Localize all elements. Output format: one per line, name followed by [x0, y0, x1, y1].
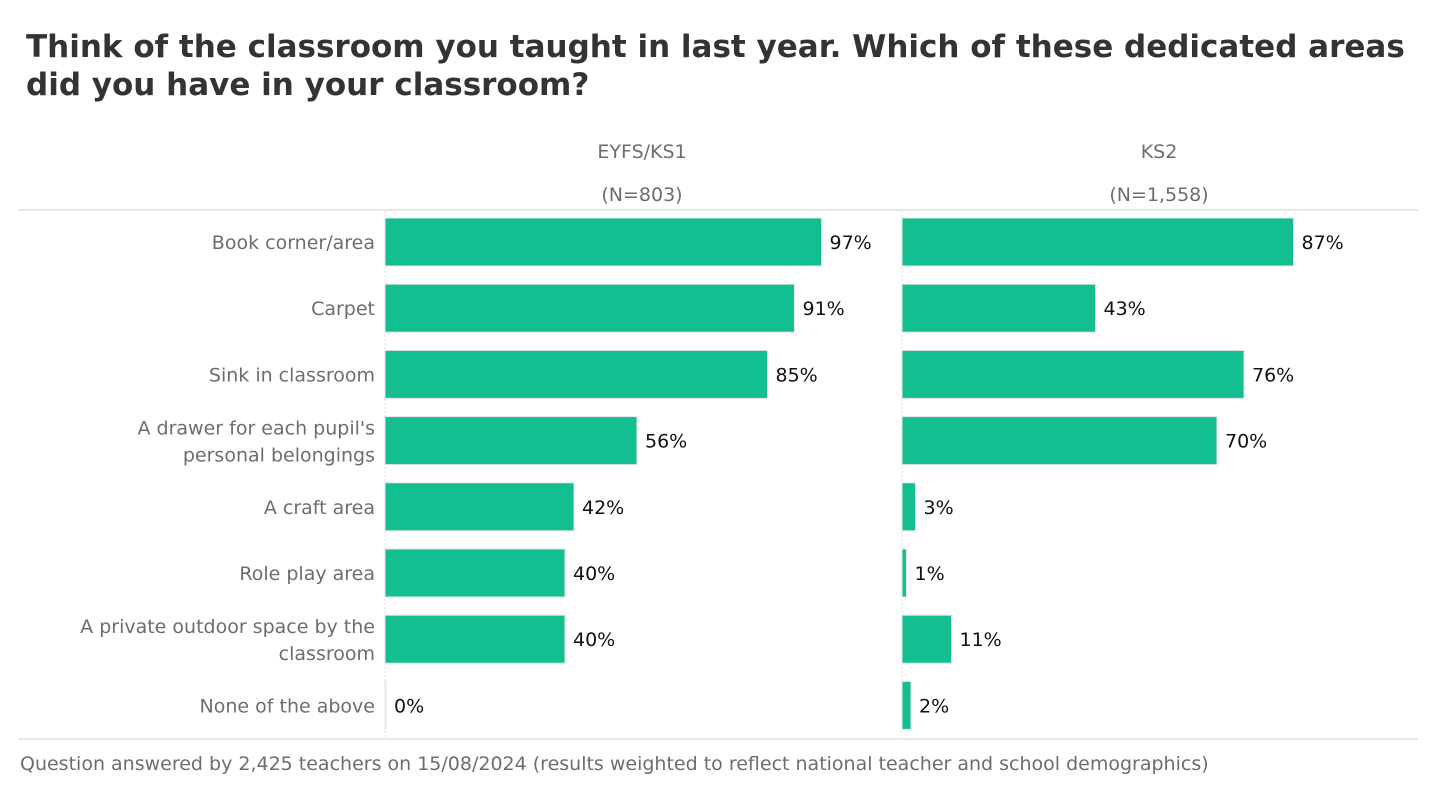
- bar-2-8: [901, 680, 912, 730]
- bar-1-4: [384, 416, 638, 466]
- value-label-2-5: 3%: [924, 497, 954, 519]
- bar-2-4: [901, 416, 1218, 466]
- value-label-1-6: 40%: [573, 563, 615, 585]
- value-label-1-1: 97%: [830, 232, 872, 254]
- column-sample-size-1: (N=803): [601, 184, 682, 206]
- chart-title: Think of the classroom you taught in las…: [26, 29, 1405, 103]
- category-label-5: A craft area: [264, 497, 375, 519]
- bar-2-5: [901, 482, 916, 532]
- column-sample-size-2: (N=1,558): [1109, 184, 1208, 206]
- value-label-1-8: 0%: [394, 695, 424, 717]
- bar-2-2: [901, 283, 1096, 333]
- bar-1-2: [384, 283, 795, 333]
- bar-1-5: [384, 482, 575, 532]
- bar-2-1: [901, 217, 1294, 267]
- bar-1-1: [384, 217, 822, 267]
- category-label-6: Role play area: [239, 563, 375, 585]
- bar-1-6: [384, 548, 566, 598]
- value-label-2-8: 2%: [919, 695, 949, 717]
- footnote: Question answered by 2,425 teachers on 1…: [20, 753, 1209, 775]
- bar-1-7: [384, 614, 566, 664]
- category-label-2: Carpet: [311, 298, 375, 320]
- value-label-2-6: 1%: [915, 563, 945, 585]
- category-label-8: None of the above: [200, 695, 375, 717]
- value-label-2-1: 87%: [1302, 232, 1344, 254]
- value-label-2-3: 76%: [1252, 364, 1294, 386]
- column-header-2: KS2: [1141, 141, 1178, 163]
- category-label-3: Sink in classroom: [209, 364, 375, 386]
- value-label-1-3: 85%: [776, 364, 818, 386]
- category-label-1: Book corner/area: [212, 232, 375, 254]
- value-label-2-7: 11%: [960, 629, 1002, 651]
- bar-1-3: [384, 349, 768, 399]
- category-label-4: A drawer for each pupil's personal belong…: [138, 418, 376, 467]
- column-header-1: EYFS/KS1: [597, 141, 686, 163]
- bar-2-3: [901, 349, 1245, 399]
- category-label-7: A private outdoor space by the classroom: [80, 616, 375, 665]
- value-label-1-2: 91%: [803, 298, 845, 320]
- value-label-2-4: 70%: [1225, 431, 1267, 453]
- value-label-1-7: 40%: [573, 629, 615, 651]
- bar-2-7: [901, 614, 952, 664]
- value-label-1-4: 56%: [645, 431, 687, 453]
- value-label-2-2: 43%: [1104, 298, 1146, 320]
- bar-1-8: [384, 680, 387, 730]
- bar-2-6: [901, 548, 907, 598]
- value-label-1-5: 42%: [582, 497, 624, 519]
